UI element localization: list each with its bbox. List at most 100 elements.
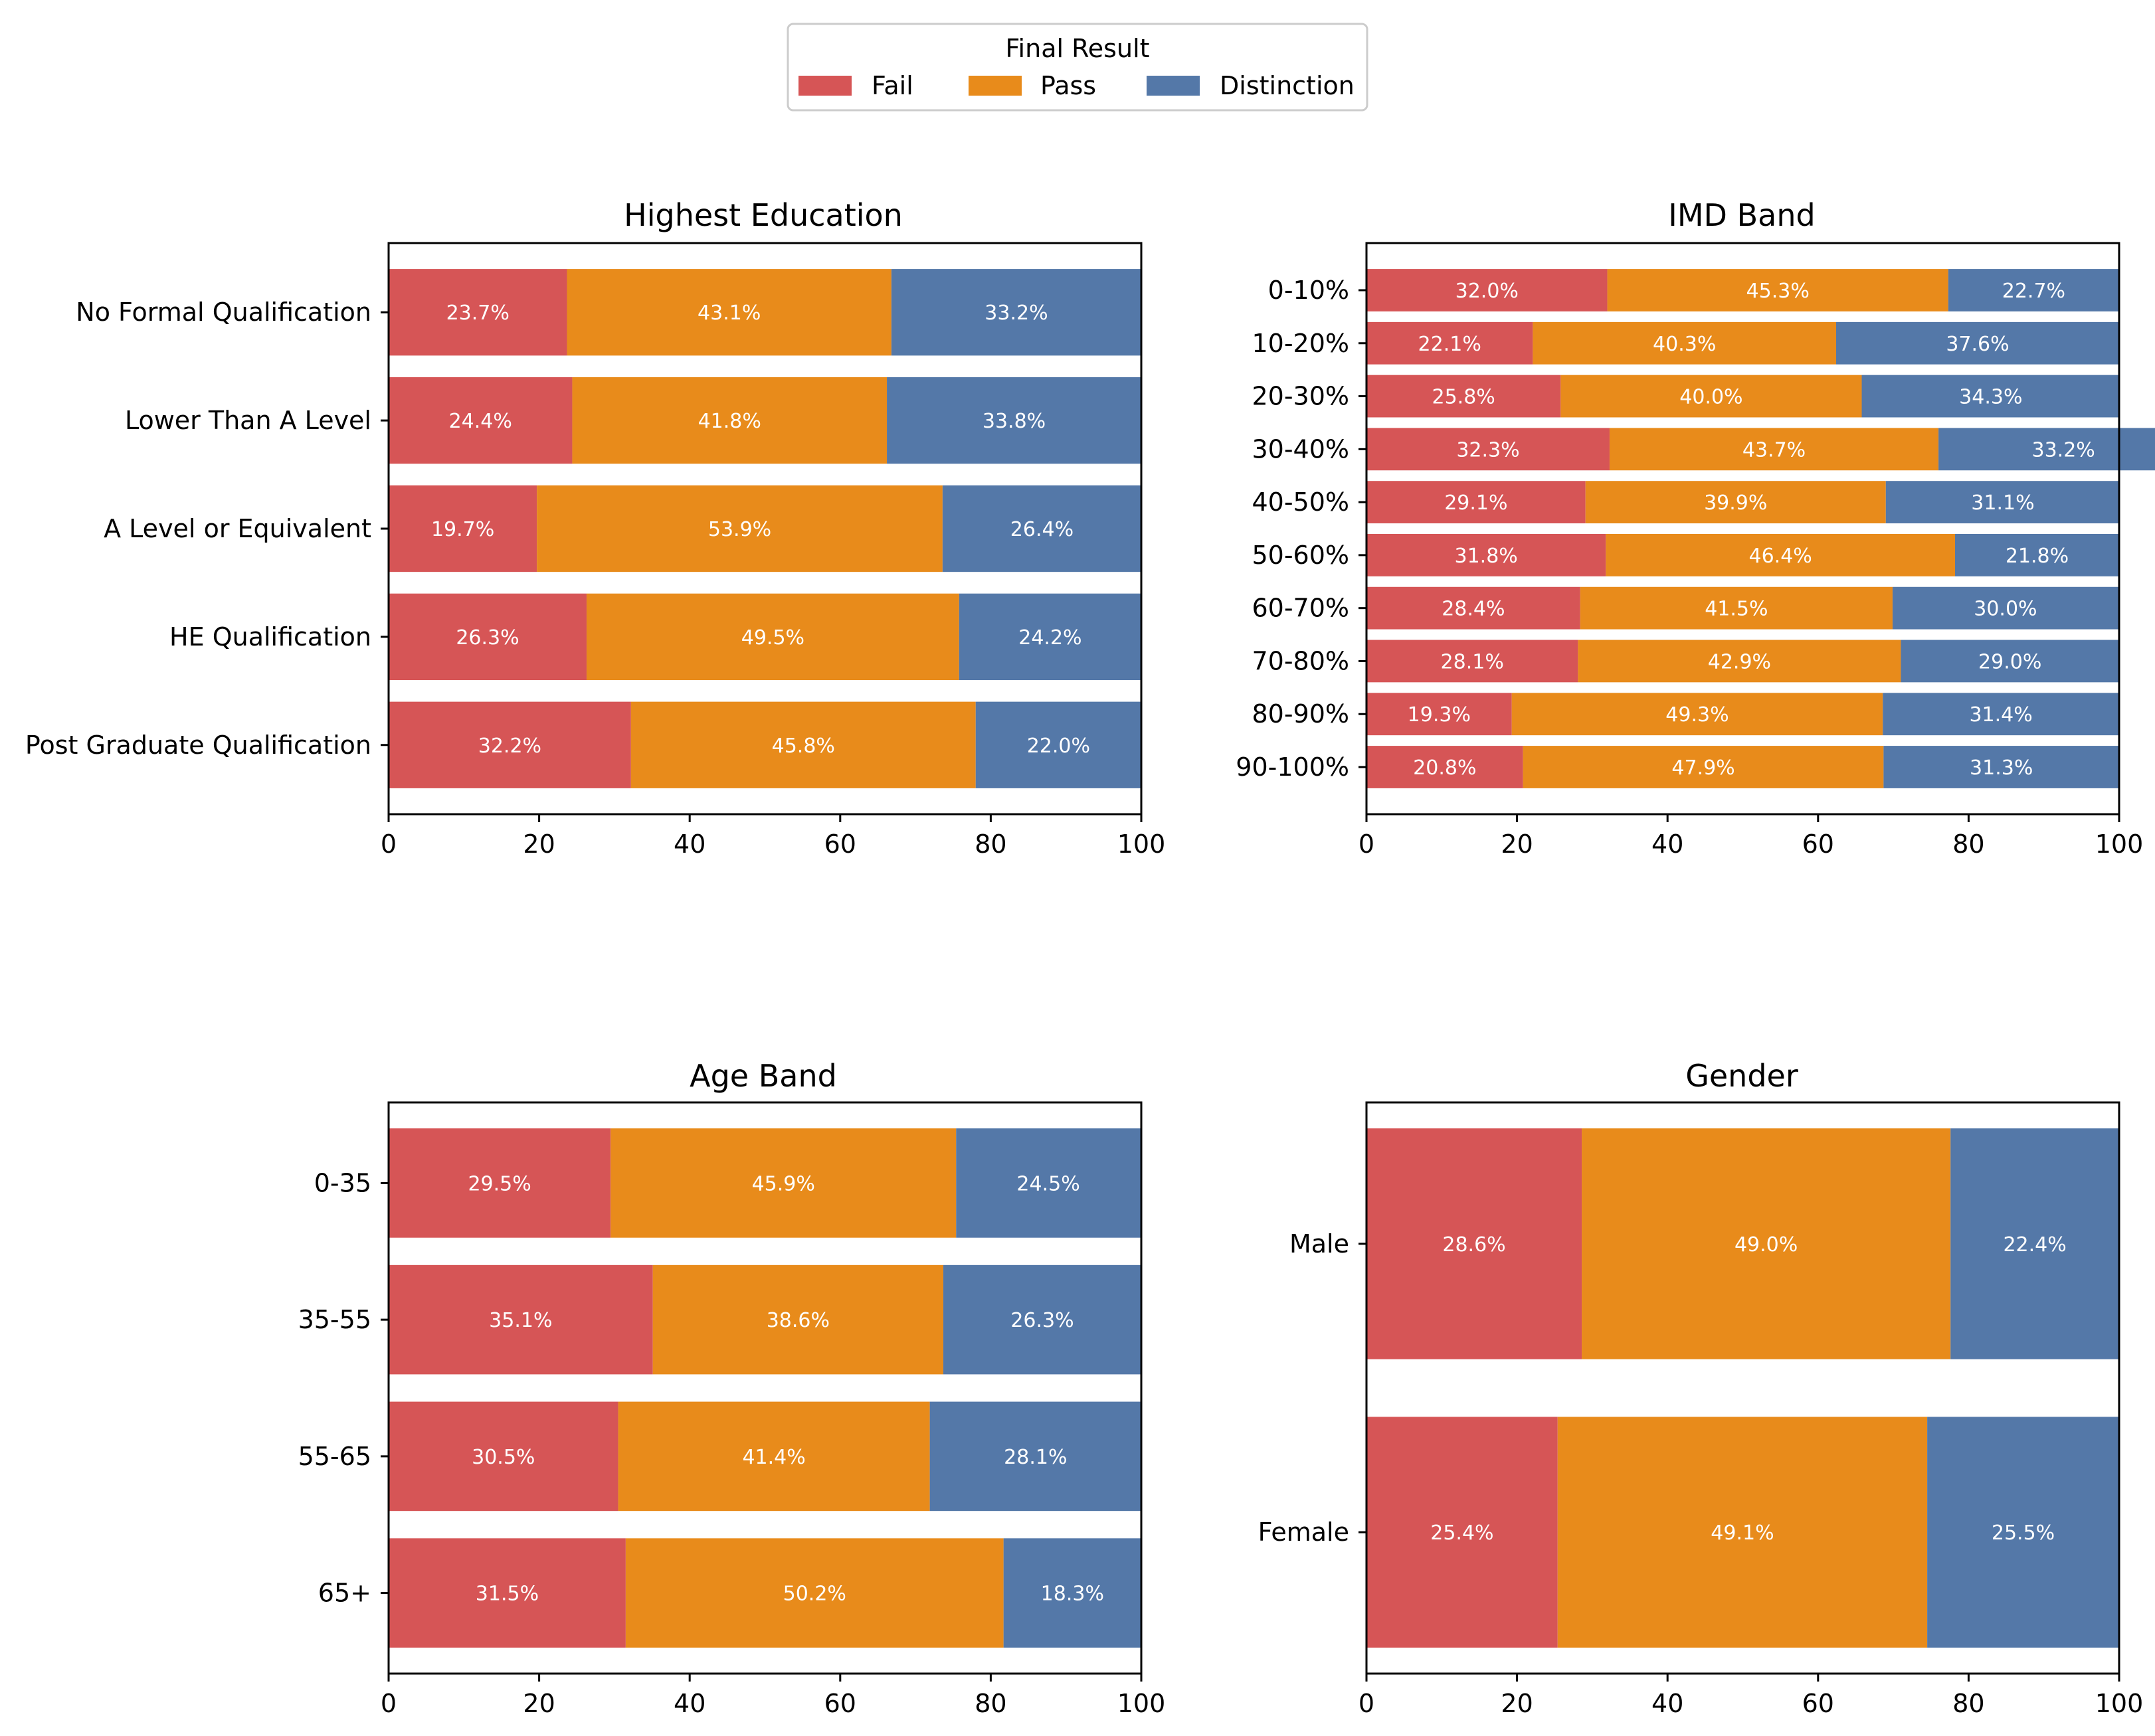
data-label: 31.5%	[476, 1583, 539, 1606]
bar-segment-distinction	[956, 1128, 1141, 1238]
chart-title: Gender	[1685, 1058, 1798, 1094]
bar-segment-pass	[618, 1401, 930, 1512]
x-tick-label: 60	[1802, 829, 1834, 859]
y-tick-label: 80-90%	[1252, 699, 1349, 729]
data-label: 31.3%	[1970, 756, 2033, 780]
data-label: 39.9%	[1704, 491, 1767, 515]
data-label: 33.2%	[2032, 438, 2095, 462]
y-tick-label: 30-40%	[1252, 434, 1349, 464]
bar-segment-pass	[625, 1538, 1004, 1648]
data-label: 23.7%	[446, 302, 510, 325]
chart-title: Age Band	[690, 1058, 837, 1094]
data-label: 49.0%	[1734, 1233, 1798, 1257]
bar-segment-distinction	[942, 485, 1141, 572]
data-label: 40.3%	[1653, 333, 1716, 356]
bar-segment-distinction	[1883, 746, 2119, 788]
data-label: 22.7%	[2002, 280, 2065, 303]
data-label: 29.5%	[468, 1172, 531, 1195]
data-label: 20.8%	[1413, 756, 1476, 780]
y-tick-label: No Formal Qualification	[76, 298, 371, 327]
panel-imd-band: IMD Band 32.0% 45.3% 22.7% 22.1% 40.3% 37.6% 2…	[1236, 197, 2155, 859]
plot-frame	[387, 242, 1143, 816]
bar-segment-distinction	[943, 1264, 1141, 1375]
data-label: 41.8%	[698, 410, 761, 433]
bar-segment-pass	[572, 377, 888, 464]
data-label: 31.8%	[1454, 545, 1517, 568]
y-tick-label: 40-50%	[1252, 487, 1349, 517]
y-tick-label: 70-80%	[1252, 646, 1349, 675]
x-tick-label: 0	[1359, 829, 1374, 859]
data-label: 24.2%	[1018, 626, 1081, 650]
y-tick-label: 50-60%	[1252, 541, 1349, 570]
bar-segment-pass	[1523, 746, 1884, 788]
bar-segment-pass	[630, 701, 976, 788]
bar-segment-distinction	[959, 593, 1141, 681]
data-label: 45.3%	[1746, 280, 1810, 303]
legend-swatch-fail	[798, 76, 852, 96]
bar-segment-fail	[1366, 1417, 1558, 1648]
y-tick-label: 20-30%	[1252, 382, 1349, 411]
data-label: 22.1%	[1418, 333, 1481, 356]
y-tick-label: 10-20%	[1252, 329, 1349, 358]
bar-segment-fail	[389, 593, 587, 681]
data-label: 35.1%	[489, 1309, 552, 1332]
y-tick-label: A Level or Equivalent	[104, 514, 371, 543]
bar-segment-pass	[652, 1264, 944, 1375]
bar-segment-distinction	[1948, 269, 2119, 311]
bar-segment-fail	[1366, 640, 1578, 683]
data-label: 42.9%	[1708, 650, 1771, 673]
bar-segment-pass	[1557, 1417, 1928, 1648]
data-label: 31.1%	[1971, 491, 2034, 515]
data-label: 28.6%	[1442, 1233, 1505, 1257]
bar-segment-pass	[1609, 428, 1939, 471]
data-label: 46.4%	[1748, 545, 1812, 568]
bar-segment-distinction	[1883, 693, 2119, 736]
x-tick-label: 40	[674, 1689, 705, 1718]
data-label: 26.4%	[1010, 518, 1074, 541]
x-tick-label: 80	[975, 1689, 1006, 1718]
data-label: 33.8%	[983, 410, 1046, 433]
data-label: 29.1%	[1444, 491, 1507, 515]
bar-segment-fail	[389, 485, 537, 572]
bar-segment-pass	[567, 269, 891, 356]
bar-segment-fail	[389, 269, 567, 356]
y-tick-label: Post Graduate Qualification	[25, 731, 371, 760]
data-label: 43.7%	[1742, 438, 1806, 462]
bar-segment-distinction	[975, 701, 1141, 788]
x-tick-label: 80	[1952, 1689, 1984, 1718]
x-tick-label: 60	[824, 829, 856, 859]
bar-segment-pass	[1582, 1128, 1951, 1359]
x-tick-label: 100	[1117, 829, 1166, 859]
x-tick-label: 20	[523, 829, 555, 859]
x-tick-label: 20	[1501, 829, 1533, 859]
bar-segment-distinction	[1861, 375, 2120, 418]
data-label: 31.4%	[1969, 703, 2032, 727]
data-label: 29.0%	[1978, 650, 2041, 673]
data-label: 19.3%	[1408, 703, 1471, 727]
bar-segment-fail	[389, 1264, 653, 1375]
plot-frame	[1365, 242, 2120, 816]
y-tick-label: 90-100%	[1236, 752, 1349, 782]
data-label: 41.4%	[742, 1446, 805, 1469]
bar-segment-distinction	[929, 1401, 1141, 1512]
data-label: 32.3%	[1456, 438, 1519, 462]
y-tick-label: 0-35	[314, 1168, 371, 1197]
data-label: 30.0%	[1974, 598, 2037, 621]
bar-segment-distinction	[1927, 1417, 2119, 1648]
bar-segment-pass	[1580, 586, 1893, 630]
y-tick-label: 60-70%	[1252, 594, 1349, 623]
y-tick-label: HE Qualification	[169, 622, 371, 651]
bar-segment-pass	[1511, 693, 1883, 736]
bar-segment-fail	[389, 1401, 618, 1512]
bar-segment-fail	[389, 377, 573, 464]
x-tick-label: 20	[1501, 1689, 1533, 1718]
data-label: 33.2%	[984, 302, 1048, 325]
bar-segment-distinction	[1003, 1538, 1141, 1648]
bar-segment-fail	[1366, 586, 1580, 630]
x-tick-label: 40	[1651, 1689, 1683, 1718]
legend-label-fail: Fail	[872, 71, 913, 100]
data-label: 25.4%	[1430, 1521, 1493, 1545]
plot-frame	[1365, 1101, 2120, 1675]
data-label: 47.9%	[1671, 756, 1734, 780]
